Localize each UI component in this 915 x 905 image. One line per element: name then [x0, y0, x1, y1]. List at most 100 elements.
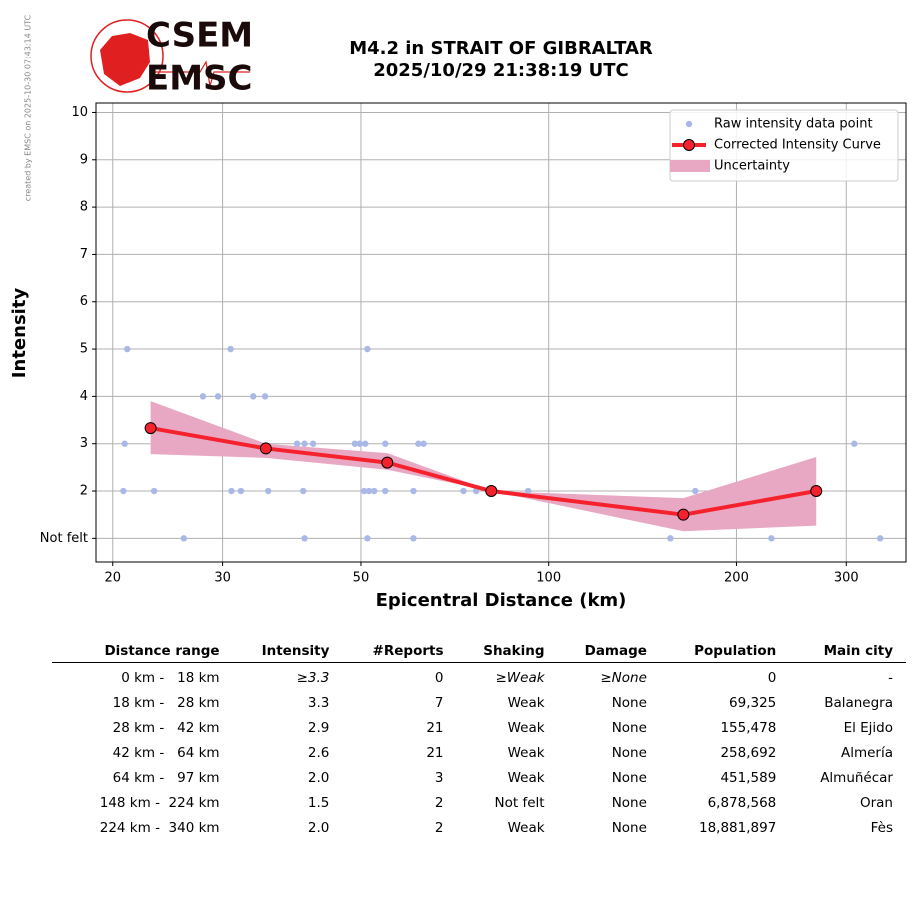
table-row: 224 km - 340 km 2.0 2 Weak None 18,881,897 Fès [52, 815, 906, 840]
raw-point [415, 440, 422, 447]
plot-frame [95, 102, 907, 563]
table-cell: Not felt [494, 794, 545, 811]
raw-point [364, 535, 371, 542]
table-cell: 2 [434, 819, 444, 836]
table-cell: 0 km - 18 km [121, 669, 220, 686]
raw-point [351, 440, 359, 447]
y-tick-label: 8 [80, 200, 88, 215]
y-tick-label: 6 [80, 294, 88, 309]
y-tick-label: 7 [80, 247, 88, 262]
side-note: created by EMSC on 2025-10-30 07:43:14 U… [24, 14, 33, 201]
legend-box [669, 109, 899, 182]
raw-point [120, 487, 127, 495]
raw-point [370, 487, 378, 495]
curve-point [810, 485, 823, 498]
curve-line [150, 426, 817, 517]
x-tick-label: 50 [353, 571, 370, 586]
raw-point [360, 487, 368, 495]
table-cell: - [888, 669, 893, 686]
table-cell: 1.5 [307, 794, 330, 811]
column-header: Intensity [232, 640, 343, 663]
curve-point [259, 442, 272, 455]
logo-top: CSEM [146, 16, 253, 56]
raw-point [420, 440, 427, 447]
table-cell: 3.3 [307, 694, 330, 711]
raw-point [309, 440, 317, 447]
table-cell: None [611, 719, 647, 736]
raw-point [180, 535, 188, 542]
x-tick-label: 30 [214, 571, 231, 586]
table-cell: 18 km - 28 km [112, 694, 220, 711]
raw-point [261, 393, 269, 400]
y-tick-label: 2 [80, 484, 88, 499]
logo-map [100, 33, 150, 86]
x-tick-label: 200 [724, 571, 749, 586]
table-cell: 155,478 [720, 719, 777, 736]
legend-label: Raw intensity data point [714, 117, 873, 132]
raw-point [410, 535, 417, 542]
table-cell: 2 [434, 794, 444, 811]
raw-point [214, 393, 222, 400]
raw-point [667, 535, 674, 542]
raw-point [199, 393, 207, 400]
table-row: 18 km - 28 km 3.3 7 Weak None 69,325 Balanegra [52, 690, 906, 715]
table-cell: Oran [859, 794, 893, 811]
table-cell: 3 [434, 769, 444, 786]
table-cell: 0 [767, 669, 777, 686]
uncertainty-band [150, 401, 817, 532]
raw-point [301, 535, 308, 542]
y-tick-label: 3 [80, 436, 88, 451]
y-axis-label: Intensity [9, 288, 30, 379]
legend-swatch [685, 120, 693, 128]
column-header: Distance range [52, 640, 233, 663]
raw-point [264, 487, 272, 495]
table-row: 0 km - 18 km ≥3.3 0 ≥Weak ≥None 0 - [52, 663, 906, 691]
table-cell: 2.0 [307, 769, 330, 786]
logo-bottom: EMSC [146, 59, 253, 99]
raw-point [121, 440, 128, 447]
x-tick-label: 300 [834, 571, 859, 586]
table-cell: Weak [507, 769, 545, 786]
raw-point [460, 487, 467, 495]
table-cell: 0 [434, 669, 444, 686]
header-row: Distance range Intensity #Reports Shaking Da… [52, 640, 906, 663]
table-cell: Weak [507, 719, 545, 736]
column-header: #Reports [342, 640, 457, 663]
column-header: Main city [789, 640, 906, 663]
raw-point [851, 440, 858, 447]
x-tick-label: 20 [104, 571, 121, 586]
table-cell: 2.0 [307, 819, 330, 836]
column-header: Population [659, 640, 790, 663]
y-tick-label: 5 [80, 342, 88, 357]
raw-point [768, 535, 775, 542]
table-cell: None [611, 769, 647, 786]
curve-point [381, 456, 394, 469]
chart-title: M4.2 in STRAIT OF GIBRALTAR [349, 38, 653, 59]
table-cell: 258,692 [720, 744, 777, 761]
table-cell: Balanegra [824, 694, 893, 711]
raw-point [382, 487, 389, 495]
table-cell: 224 km - 340 km [99, 819, 220, 836]
table-cell: 42 km - 64 km [112, 744, 220, 761]
column-header: Shaking [456, 640, 558, 663]
y-tick-label: 4 [80, 389, 88, 404]
summary-table: Distance range Intensity #Reports Shaking Da… [52, 640, 906, 840]
column-header: Damage [557, 640, 660, 663]
table-cell: 28 km - 42 km [112, 719, 220, 736]
raw-point [692, 487, 699, 495]
table-cell: 21 [426, 719, 444, 736]
table-cell: None [611, 694, 647, 711]
table-cell: 64 km - 97 km [112, 769, 220, 786]
table-cell: 2.6 [307, 744, 330, 761]
logo-wave [150, 60, 250, 87]
raw-point [300, 487, 307, 495]
table-cell: Weak [507, 819, 545, 836]
y-tick-label: 10 [71, 105, 88, 120]
table-cell: ≥None [600, 669, 647, 686]
raw-point [124, 345, 131, 353]
table-cell: ≥3.3 [296, 669, 330, 686]
y-tick-label: 9 [80, 152, 88, 167]
table-cell: None [611, 744, 647, 761]
legend-swatch [683, 139, 695, 151]
